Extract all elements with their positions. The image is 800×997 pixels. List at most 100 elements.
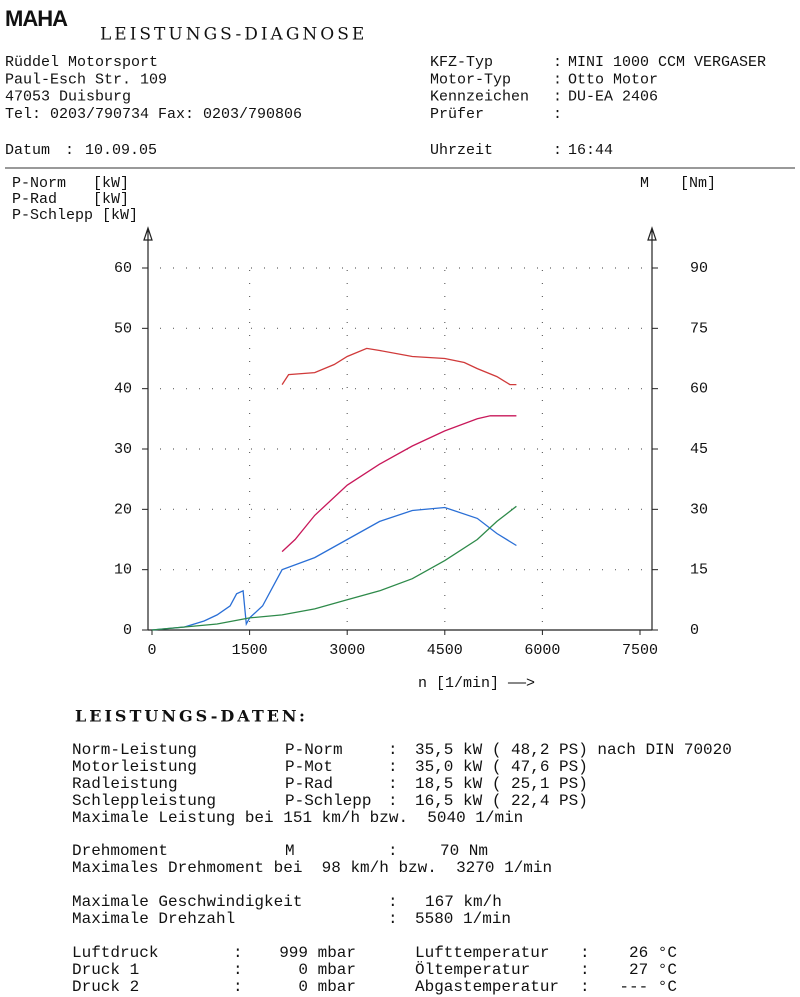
date-sep: : [65,142,74,159]
vehicle-sep: : [553,89,562,106]
date-label: Datum [5,142,50,159]
y-tick-label: 50 [114,320,132,337]
y-tick-label: 30 [114,441,132,458]
result-cell: Lufttemperatur [415,944,549,962]
result-cell: : [388,910,398,928]
y-axis [143,226,153,630]
result-cell: Maximale Drehzahl [72,910,235,928]
y2-tick-label: 60 [690,381,708,398]
result-cell: : [580,978,590,996]
result-cell: Maximales Drehmoment bei 98 km/h bzw. 32… [72,859,552,877]
result-cell: : [233,961,243,979]
result-cell: 27 °C [629,961,677,979]
company-line: Tel: 0203/790734 Fax: 0203/790806 [5,106,302,123]
y2-tick-label: 75 [690,320,708,337]
x-axis-label: n [1/min] ——> [418,675,535,692]
result-cell: 167 km/h [425,893,502,911]
result-cell: : [388,792,398,810]
result-cell: Radleistung [72,775,178,793]
result-cell: Maximale Leistung bei 151 km/h bzw. 5040… [72,809,523,827]
result-cell: : [388,775,398,793]
result-cell: : [580,961,590,979]
result-cell: : [388,842,398,860]
company-line: Paul-Esch Str. 109 [5,71,167,88]
result-cell: : [388,893,398,911]
legend-unit: [kW] [93,175,129,192]
legend-unit: [kW] [93,191,129,208]
x-tick-label: 1500 [232,642,268,659]
legend-name: P-Schlepp [12,207,93,224]
vehicle-value: DU-EA 2406 [568,89,658,106]
result-cell: : [233,978,243,996]
date-value: 10.09.05 [85,142,157,159]
company-line: Rüddel Motorsport [5,54,158,71]
legend-unit: [Nm] [680,175,716,192]
y2-tick-label: 0 [690,622,699,639]
vehicle-sep: : [553,106,562,123]
vehicle-sep: : [553,54,562,71]
legend-unit: [kW] [102,207,138,224]
vehicle-value: Otto Motor [568,71,658,88]
result-cell: 999 mbar [279,944,356,962]
vehicle-label: Kennzeichen [430,89,529,106]
result-cell: P-Rad [285,775,333,793]
result-cell: 18,5 kW ( 25,1 PS) [415,775,588,793]
result-cell: 0 mbar [298,961,356,979]
time-value: 16:44 [568,142,613,159]
vehicle-label: KFZ-Typ [430,54,493,71]
result-cell: Drehmoment [72,842,168,860]
result-cell: Öltemperatur [415,960,530,979]
series-line [281,347,517,386]
result-cell: Abgastemperatur [415,978,559,996]
result-cell: 70 Nm [440,842,488,860]
result-cell: P-Schlepp [285,792,371,810]
time-sep: : [553,142,562,159]
series-line [151,505,517,631]
y2-tick-label: 15 [690,562,708,579]
result-cell: P-Mot [285,758,333,776]
result-cell: M [285,842,295,860]
x-tick-label: 0 [147,642,156,659]
x-tick-label: 7500 [622,642,658,659]
y-tick-label: 20 [114,501,132,518]
vehicle-value: MINI 1000 CCM VERGASER [568,54,766,71]
vehicle-label: Prüfer [430,106,484,123]
result-cell: Schleppleistung [72,792,216,810]
result-cell: : [580,944,590,962]
result-cell: 16,5 kW ( 22,4 PS) [415,792,588,810]
result-cell: : [233,944,243,962]
legend-name: P-Rad [12,191,57,208]
result-cell: : [388,741,398,759]
x-tick-label: 4500 [427,642,463,659]
result-cell: Druck 2 [72,978,139,996]
y2-tick-label: 30 [690,501,708,518]
result-cell: Maximale Geschwindigkeit [72,893,302,911]
result-cell: 35,5 kW ( 48,2 PS) nach DIN 70020 [415,741,732,759]
result-cell: 35,0 kW ( 47,6 PS) [415,758,588,776]
result-cell: 5580 1/min [415,910,511,928]
vehicle-sep: : [553,71,562,88]
x-tick-label: 6000 [524,642,560,659]
time-label: Uhrzeit [430,142,493,159]
y2-axis [647,226,657,630]
result-cell: --- °C [619,978,677,996]
result-cell: 0 mbar [298,978,356,996]
logo: MAHA [5,6,68,31]
result-cell: Luftdruck [72,944,158,962]
vehicle-label: Motor-Typ [430,71,511,88]
y2-tick-label: 90 [690,260,708,277]
series-line [281,415,517,553]
legend-name: M [640,175,649,192]
result-cell: 26 °C [629,944,677,962]
report-title: LEISTUNGS-DIAGNOSE [100,25,367,45]
legend-name: P-Norm [12,175,66,192]
result-cell: Druck 1 [72,961,139,979]
x-tick-label: 3000 [329,642,365,659]
result-cell: Norm-Leistung [72,741,197,759]
company-line: 47053 Duisburg [5,89,131,106]
result-cell: P-Norm [285,741,343,759]
results-title: LEISTUNGS-DATEN: [75,707,308,726]
y2-tick-label: 45 [690,441,708,458]
y-tick-label: 10 [114,562,132,579]
